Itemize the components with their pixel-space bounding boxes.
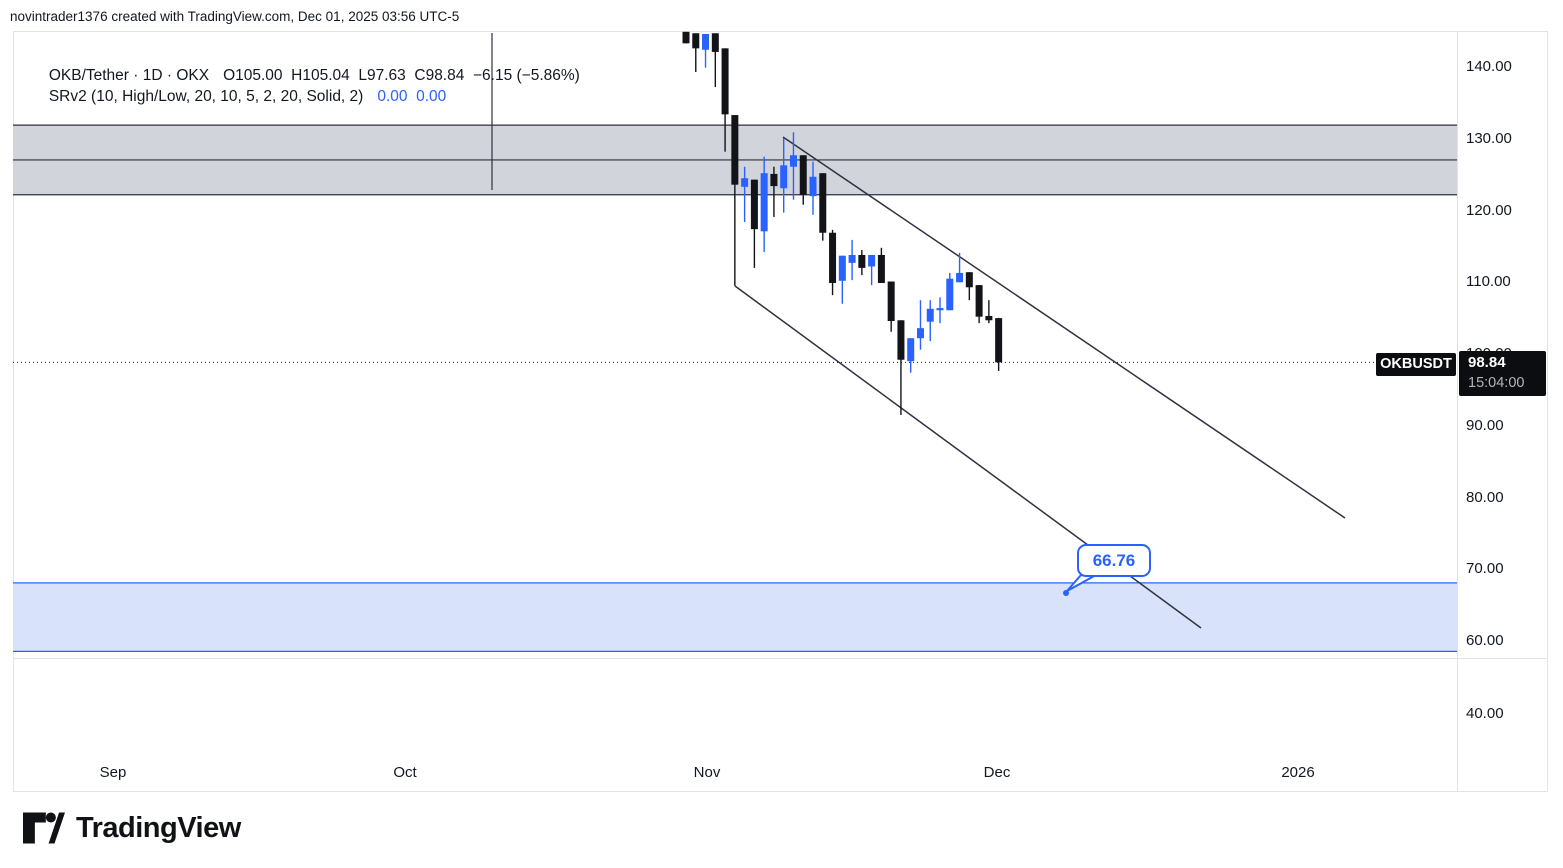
price-tick-label: 140.00 <box>1466 58 1512 75</box>
price-tick-label: 130.00 <box>1466 129 1512 147</box>
last-price-box: 98.84 15:04:00 <box>1459 351 1546 396</box>
tradingview-logo-mark <box>23 812 65 844</box>
last-price-value: 98.84 <box>1468 354 1506 371</box>
time-tick-label: Nov <box>693 764 721 781</box>
candle <box>975 285 983 317</box>
candlestick-series <box>682 31 1003 415</box>
indicator-title[interactable]: SRv2 (10, High/Low, 20, 10, 5, 2, 20, So… <box>48 88 364 105</box>
price-tick-label: 60.00 <box>1466 632 1504 649</box>
symbol-title[interactable]: OKB/Tether · 1D · OKX <box>48 67 210 84</box>
indicator-values: 0.00 0.00 <box>377 88 447 105</box>
symbol-legend-row[interactable]: OKB/Tether · 1D · OKX O105.00 H105.04 L97… <box>23 44 580 84</box>
candle <box>946 278 954 311</box>
time-tick-label: Sep <box>99 764 127 781</box>
price-tick-label: 70.00 <box>1466 560 1504 578</box>
candle <box>838 255 846 281</box>
candle <box>819 173 827 233</box>
candle <box>829 232 837 283</box>
candle <box>897 320 905 360</box>
candle <box>858 254 866 268</box>
candle <box>887 281 895 321</box>
candle <box>956 272 964 283</box>
price-tick-label: 90.00 <box>1466 416 1504 434</box>
ohlc-values: O105.00 H105.04 L97.63 C98.84 −6.15 (−5.… <box>223 67 580 84</box>
candle <box>965 272 973 288</box>
price-callout[interactable]: 66.76 <box>1077 544 1151 577</box>
tradingview-logo[interactable]: TradingView <box>23 811 241 845</box>
candle <box>877 254 885 283</box>
candle <box>731 115 739 185</box>
indicator-legend-row[interactable]: SRv2 (10, High/Low, 20, 10, 5, 2, 20, So… <box>23 65 580 105</box>
time-tick-label: Dec <box>983 764 1011 781</box>
candle <box>799 155 807 195</box>
candle <box>692 33 700 49</box>
support-zone <box>13 582 1457 652</box>
candle <box>702 33 710 50</box>
candle <box>750 179 758 230</box>
candle <box>926 308 934 322</box>
price-tick-label: 80.00 <box>1466 488 1504 506</box>
candle <box>868 254 876 267</box>
candle <box>995 318 1003 363</box>
time-tick-label: 2026 <box>1281 764 1315 781</box>
chart-legend: OKB/Tether · 1D · OKX O105.00 H105.04 L97… <box>23 44 580 105</box>
candle <box>721 48 729 115</box>
price-tick-label: 120.00 <box>1466 201 1512 219</box>
candle <box>809 176 817 197</box>
price-tick-label: 110.00 <box>1466 273 1511 291</box>
bar-countdown: 15:04:00 <box>1468 375 1525 391</box>
tradingview-wordmark: TradingView <box>76 811 241 844</box>
candle <box>770 173 778 187</box>
candle <box>936 308 944 311</box>
candle <box>789 155 797 167</box>
indicator-tick-label: 40.00 <box>1466 705 1504 722</box>
candle <box>907 338 915 362</box>
candle <box>682 31 690 44</box>
candle <box>711 33 719 52</box>
attribution-text: novintrader1376 created with TradingView… <box>10 9 460 24</box>
channel-upper-trendline <box>782 136 1346 519</box>
time-tick-label: Oct <box>393 764 417 781</box>
candle <box>985 315 993 321</box>
candle <box>916 328 924 339</box>
candle <box>848 254 856 263</box>
candle <box>741 178 749 187</box>
candle <box>760 173 768 232</box>
candle <box>780 165 788 189</box>
symbol-price-tag: OKBUSDT <box>1376 353 1456 376</box>
